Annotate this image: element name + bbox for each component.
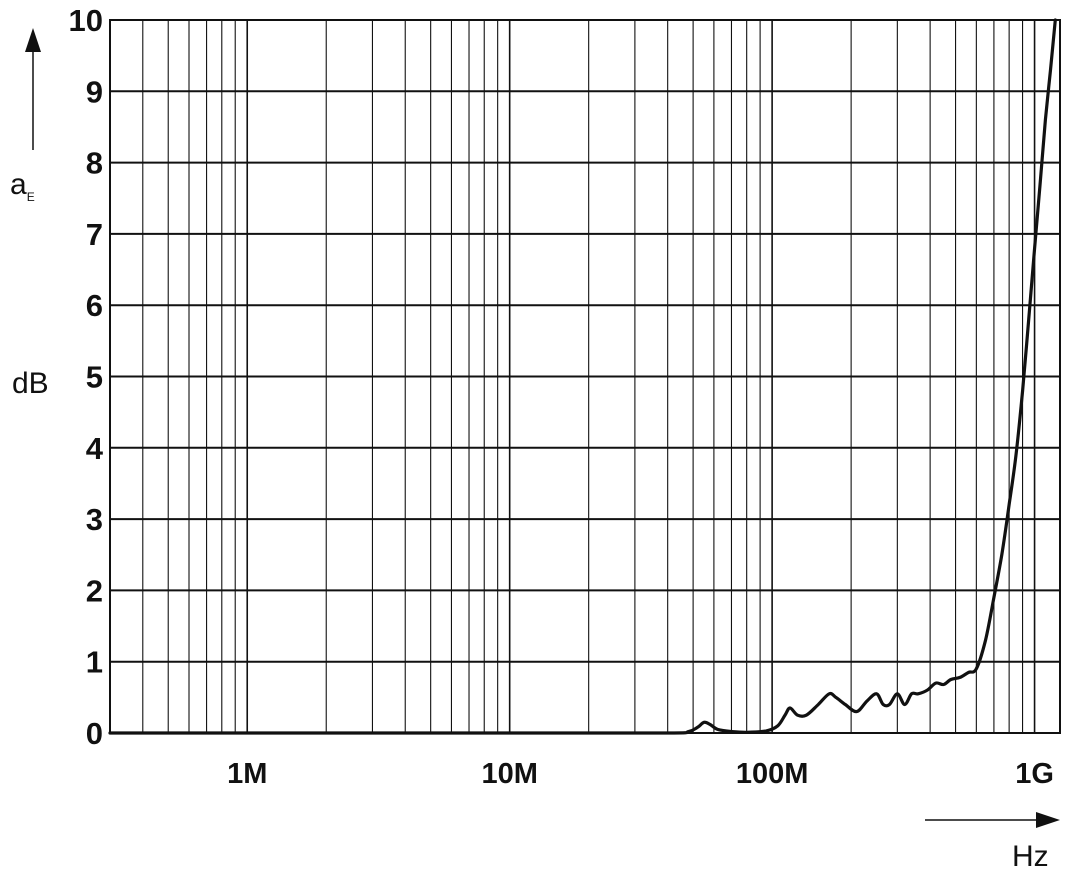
y-axis-arrow-head — [25, 28, 41, 52]
y-tick-label: 4 — [86, 431, 104, 466]
y-tick-label: 3 — [86, 502, 103, 537]
x-tick-label: 1M — [227, 758, 267, 790]
major-gridlines — [110, 19, 1060, 734]
y-tick-label: 2 — [86, 573, 103, 608]
y-tick-label: 7 — [86, 217, 103, 252]
x-axis-unit: Hz — [1012, 840, 1049, 873]
y-tick-labels: 0 1 2 3 4 5 6 7 8 9 10 — [69, 3, 104, 751]
y-axis-label-group: aE dB — [10, 28, 49, 400]
x-axis-label-group: Hz — [925, 812, 1060, 873]
y-tick-label: 6 — [86, 288, 103, 323]
x-tick-label: 100M — [736, 758, 809, 790]
y-axis-subscript: E — [27, 190, 35, 204]
y-tick-label: 5 — [86, 360, 103, 395]
y-tick-label: 9 — [86, 74, 103, 109]
y-tick-label: 10 — [69, 3, 103, 38]
x-tick-label: 10M — [481, 758, 537, 790]
y-tick-label: 0 — [86, 716, 103, 751]
x-tick-label: 1G — [1015, 758, 1054, 790]
x-tick-labels: 1M 10M 100M 1G — [227, 758, 1054, 790]
y-axis-symbol: a — [10, 168, 27, 201]
y-axis-label: aE — [10, 168, 35, 204]
y-tick-label: 8 — [86, 146, 103, 181]
attenuation-curve — [108, 18, 1057, 735]
y-axis-unit: dB — [12, 367, 49, 400]
y-tick-label: 1 — [86, 645, 103, 680]
x-axis-arrow-head — [1036, 812, 1060, 828]
